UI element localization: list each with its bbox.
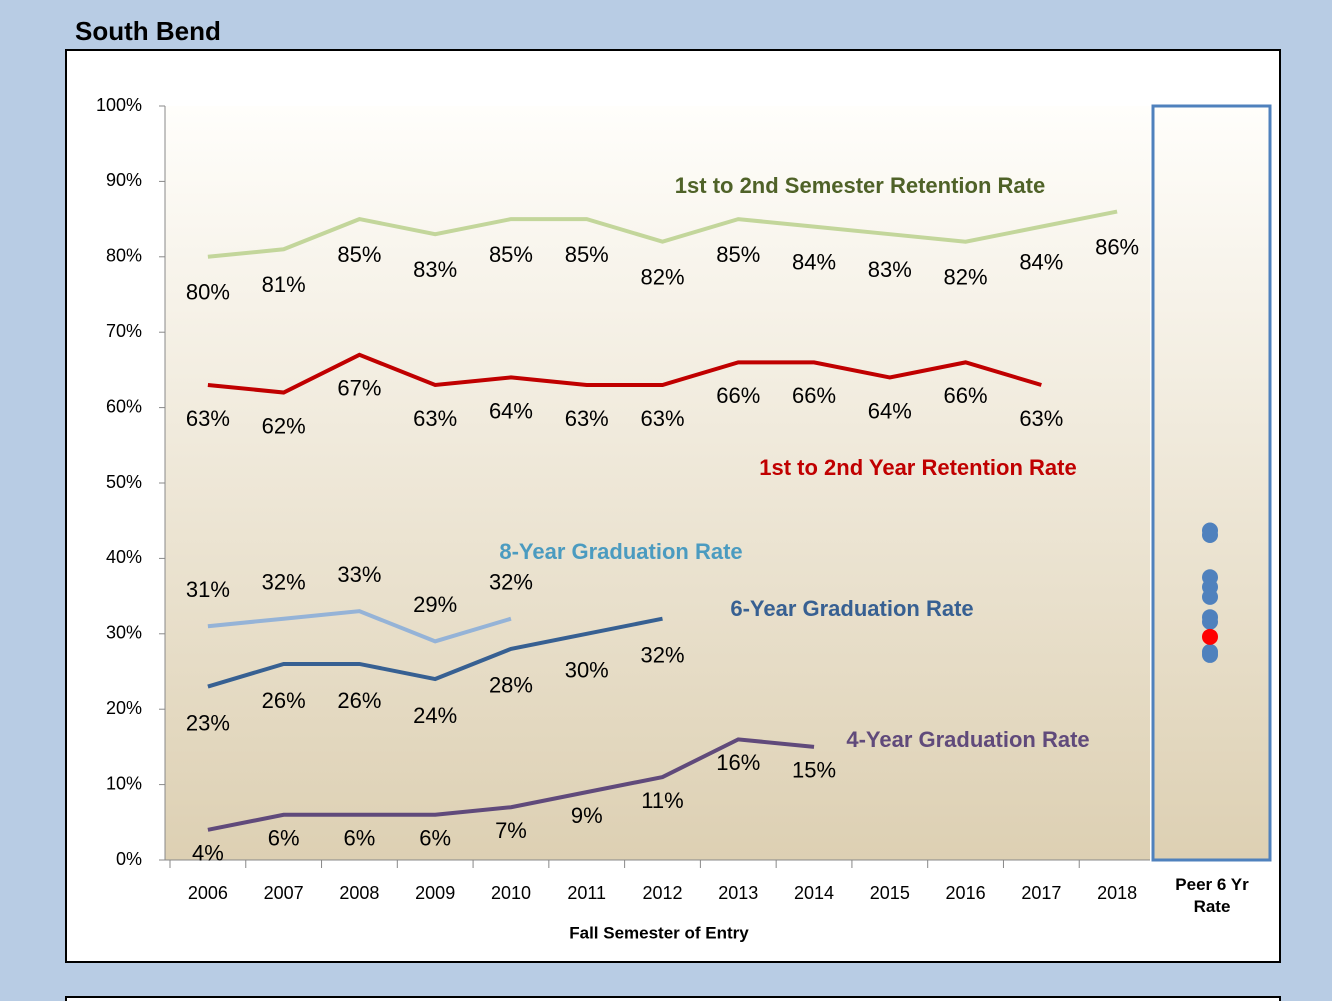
series-line — [207, 737, 815, 832]
data-label: 64% — [489, 398, 533, 423]
y-tick-label: 60% — [106, 396, 142, 416]
y-tick-label: 10% — [106, 773, 142, 793]
series-name: 1st to 2nd Year Retention Rate — [759, 455, 1076, 480]
series-line — [207, 209, 1118, 259]
peer-dot — [1202, 588, 1218, 605]
data-label: 85% — [716, 242, 760, 267]
data-label: 6% — [419, 826, 451, 851]
data-label: 62% — [262, 413, 306, 438]
x-tick-label: 2008 — [339, 883, 379, 903]
data-label: 66% — [716, 383, 760, 408]
data-label: 85% — [489, 242, 533, 267]
x-tick-label: 2015 — [870, 883, 910, 903]
y-tick-label: 20% — [106, 698, 142, 718]
data-label: 7% — [495, 818, 527, 843]
data-label: 67% — [337, 376, 381, 401]
data-label: 84% — [792, 249, 836, 274]
x-tick-label: 2017 — [1021, 883, 1061, 903]
data-label: 11% — [641, 788, 683, 813]
peer-label: Peer 6 Yr Rate — [1175, 875, 1249, 916]
next-panel — [65, 996, 1281, 1001]
data-label: 15% — [792, 758, 836, 783]
data-label: 26% — [262, 688, 306, 713]
series-name: 4-Year Graduation Rate — [846, 727, 1089, 752]
y-tick-label: 30% — [106, 623, 142, 643]
x-tick-label: 2012 — [642, 883, 682, 903]
data-label: 63% — [413, 406, 457, 431]
y-tick-label: 50% — [106, 472, 142, 492]
data-label: 4% — [192, 841, 224, 866]
data-label: 84% — [1019, 249, 1063, 274]
data-label: 26% — [337, 688, 381, 713]
data-label: 83% — [868, 257, 912, 282]
peer-dot — [1202, 527, 1218, 544]
data-label: 23% — [186, 710, 230, 735]
data-label: 85% — [565, 242, 609, 267]
data-label: 64% — [868, 398, 912, 423]
data-label: 63% — [640, 406, 684, 431]
y-tick-label: 100% — [96, 95, 142, 115]
y-tick-label: 40% — [106, 547, 142, 567]
series-line — [207, 352, 1042, 395]
data-label: 66% — [792, 383, 836, 408]
peer-dot — [1202, 646, 1218, 663]
x-tick-label: 2010 — [491, 883, 531, 903]
highlight-dot — [1202, 628, 1218, 645]
data-label: 85% — [337, 242, 381, 267]
data-label: 30% — [565, 658, 609, 683]
series-name: 6-Year Graduation Rate — [730, 596, 973, 621]
data-label: 81% — [262, 272, 306, 297]
data-label: 16% — [716, 750, 760, 775]
data-label: 9% — [571, 803, 603, 828]
data-label: 63% — [565, 406, 609, 431]
x-tick-label: 2018 — [1097, 883, 1137, 903]
peer-box — [1151, 104, 1272, 862]
chart-title: South Bend — [75, 16, 221, 46]
data-label: 63% — [1019, 406, 1063, 431]
data-label: 32% — [640, 643, 684, 668]
x-tick-label: 2013 — [718, 883, 758, 903]
data-label: 82% — [640, 265, 684, 290]
data-label: 33% — [337, 562, 381, 587]
peer-dot — [1202, 613, 1218, 630]
data-label: 82% — [944, 265, 988, 290]
data-label: 80% — [186, 280, 230, 305]
y-tick-label: 80% — [106, 246, 142, 266]
x-axis-label: Fall Semester of Entry — [569, 923, 749, 942]
data-label: 29% — [413, 592, 457, 617]
x-tick-label: 2006 — [188, 883, 228, 903]
x-tick-label: 2016 — [946, 883, 986, 903]
data-label: 63% — [186, 406, 230, 431]
series-line — [207, 609, 512, 644]
data-label: 6% — [344, 826, 376, 851]
data-label: 6% — [268, 826, 300, 851]
data-label: 24% — [413, 703, 457, 728]
data-label: 86% — [1095, 234, 1139, 259]
data-label: 66% — [944, 383, 988, 408]
x-tick-label: 2014 — [794, 883, 834, 903]
x-tick-label: 2011 — [567, 883, 606, 903]
x-tick-label: 2009 — [415, 883, 455, 903]
data-label: 32% — [262, 570, 306, 595]
series-name: 1st to 2nd Semester Retention Rate — [675, 173, 1045, 198]
data-label: 28% — [489, 673, 533, 698]
series-line — [207, 616, 663, 689]
data-label: 83% — [413, 257, 457, 282]
series-name: 8-Year Graduation Rate — [499, 539, 742, 564]
y-tick-label: 0% — [116, 849, 142, 869]
data-label: 31% — [186, 577, 230, 602]
data-label: 32% — [489, 570, 533, 595]
x-tick-label: 2007 — [264, 883, 304, 903]
y-tick-label: 90% — [106, 170, 142, 190]
y-tick-label: 70% — [106, 321, 142, 341]
